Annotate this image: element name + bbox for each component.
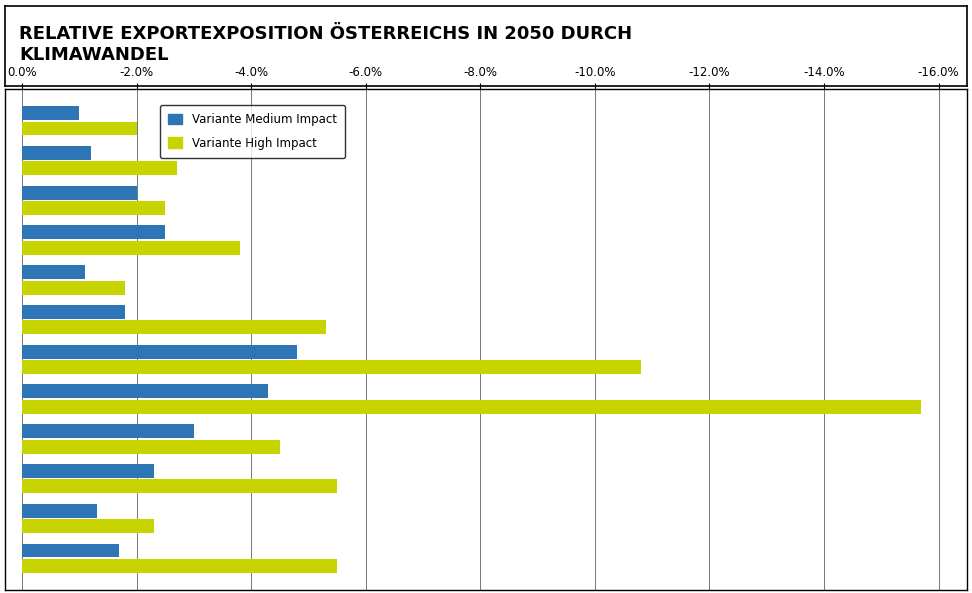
- Bar: [22, 320, 326, 334]
- Bar: [22, 201, 165, 215]
- Bar: [22, 345, 297, 359]
- Legend: Variante Medium Impact, Variante High Impact: Variante Medium Impact, Variante High Im…: [160, 105, 345, 158]
- Bar: [22, 186, 137, 199]
- Bar: [22, 559, 337, 573]
- Bar: [22, 360, 641, 374]
- Bar: [22, 265, 86, 279]
- Bar: [22, 305, 125, 319]
- Bar: [22, 424, 193, 438]
- Bar: [22, 464, 154, 478]
- Bar: [22, 225, 165, 240]
- Bar: [22, 280, 125, 295]
- Bar: [22, 480, 337, 493]
- Bar: [22, 503, 96, 518]
- Bar: [22, 400, 921, 414]
- Bar: [22, 440, 280, 454]
- Bar: [22, 519, 154, 533]
- Bar: [22, 161, 177, 176]
- Bar: [22, 146, 90, 160]
- Bar: [22, 241, 240, 255]
- Bar: [22, 106, 80, 120]
- Text: RELATIVE EXPORTEXPOSITION ÖSTERREICHS IN 2050 DURCH
KLIMAWANDEL: RELATIVE EXPORTEXPOSITION ÖSTERREICHS IN…: [19, 25, 633, 64]
- Bar: [22, 544, 120, 557]
- Bar: [22, 384, 268, 398]
- Bar: [22, 122, 137, 135]
